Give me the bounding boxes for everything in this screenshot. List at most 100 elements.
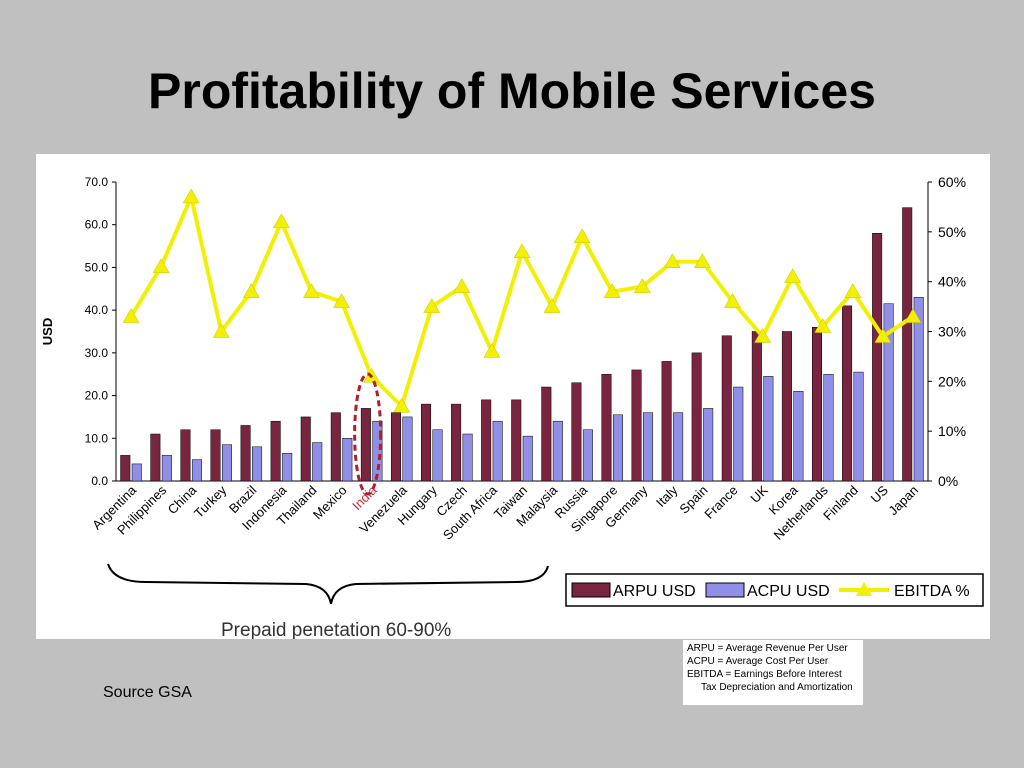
ebitda-point bbox=[182, 188, 200, 204]
ebitda-point bbox=[784, 268, 802, 283]
ebitda-line bbox=[129, 194, 915, 409]
bar-arpu bbox=[210, 429, 221, 482]
y-tick-label-left: 10.0 bbox=[85, 431, 109, 445]
ebitda-point bbox=[633, 278, 651, 293]
bar-acpu bbox=[282, 452, 293, 482]
bar-acpu bbox=[853, 371, 864, 482]
glossary-line-arpu: ARPU = Average Revenue Per User bbox=[687, 643, 848, 654]
legend-label-ebitda: EBITDA % bbox=[894, 583, 970, 600]
bar-arpu bbox=[150, 433, 161, 482]
bar-arpu bbox=[811, 326, 822, 482]
bar-acpu bbox=[763, 376, 774, 482]
slide-title: Profitability of Mobile Services bbox=[148, 63, 876, 119]
ebitda-point bbox=[212, 322, 230, 338]
ebitda-point bbox=[603, 283, 621, 298]
bar-arpu bbox=[451, 403, 462, 482]
ebitda-point bbox=[423, 298, 441, 313]
ebitda-point bbox=[513, 243, 531, 259]
y-tick-label-right: 30% bbox=[938, 324, 966, 340]
legend-label-arpu: ARPU USD bbox=[613, 583, 696, 600]
ebitda-point bbox=[814, 318, 832, 333]
bar-acpu bbox=[673, 412, 684, 482]
bar-arpu bbox=[781, 331, 792, 482]
glossary-line-ebitda-cont: Tax Depreciation and Amortization bbox=[701, 682, 853, 693]
x-tick-label: UK bbox=[747, 482, 771, 506]
bar-acpu bbox=[492, 420, 503, 482]
x-tick-label: France bbox=[701, 483, 740, 522]
x-tick-label: Japan bbox=[885, 483, 921, 519]
ebitda-point bbox=[724, 293, 741, 308]
bar-arpu bbox=[240, 425, 251, 482]
bar-acpu bbox=[612, 414, 623, 482]
y-tick-label-right: 20% bbox=[938, 373, 966, 389]
y-tick-label-right: 40% bbox=[938, 274, 966, 290]
source-note: Source GSA bbox=[103, 684, 192, 701]
legend-swatch-arpu bbox=[571, 582, 611, 598]
y-tick-label-left: 20.0 bbox=[85, 389, 109, 403]
highlight-ellipse bbox=[353, 372, 383, 496]
ebitda-point bbox=[272, 213, 290, 229]
bar-acpu bbox=[522, 435, 533, 482]
y-tick-label-right: 50% bbox=[938, 224, 966, 240]
ebitda-point bbox=[543, 298, 561, 313]
ebitda-point bbox=[152, 258, 170, 273]
bar-arpu bbox=[270, 420, 281, 482]
bar-acpu bbox=[252, 446, 263, 482]
ebitda-point bbox=[393, 397, 411, 413]
ebitda-point bbox=[874, 327, 892, 343]
bar-acpu bbox=[913, 297, 924, 482]
bar-acpu bbox=[643, 412, 654, 482]
bar-arpu bbox=[601, 373, 612, 482]
ebitda-point bbox=[303, 283, 320, 298]
x-tick-label: US bbox=[868, 482, 892, 506]
y-tick-label-left: 60.0 bbox=[85, 218, 109, 232]
bar-arpu bbox=[360, 408, 371, 482]
legend-swatch-ebitda-marker bbox=[856, 582, 872, 596]
ebitda-point bbox=[483, 342, 501, 358]
bar-acpu bbox=[222, 444, 233, 482]
bar-acpu bbox=[883, 303, 894, 482]
bar-acpu bbox=[703, 408, 714, 482]
y-tick-label-right: 60% bbox=[938, 174, 966, 190]
bar-arpu bbox=[661, 361, 672, 482]
profitability-chart: 0.0 10.0 20.0 30.0 40.0 50.0 60.0 70.0 0% 10% 20% 3… bbox=[40, 174, 984, 639]
bar-acpu bbox=[161, 455, 172, 482]
x-tick-label: Turkey bbox=[191, 482, 230, 521]
ebitda-point bbox=[663, 253, 681, 268]
ebitda-point bbox=[844, 283, 862, 298]
y-tick-label-right: 0% bbox=[938, 473, 958, 489]
bar-acpu bbox=[582, 429, 593, 482]
ebitda-point bbox=[333, 293, 350, 308]
bar-acpu bbox=[823, 373, 834, 482]
bar-arpu bbox=[631, 369, 642, 482]
bar-arpu bbox=[751, 331, 762, 482]
chart-panel: 0.0 10.0 20.0 30.0 40.0 50.0 60.0 70.0 0% 10% 20% 3… bbox=[36, 154, 990, 639]
bar-arpu bbox=[691, 352, 702, 482]
bar-arpu bbox=[180, 429, 191, 482]
prepaid-brace bbox=[107, 563, 549, 605]
prepaid-annotation: Prepaid penetation 60-90% bbox=[221, 620, 451, 639]
legend-box bbox=[565, 573, 984, 607]
bar-arpu bbox=[842, 305, 853, 482]
ebitda-point bbox=[122, 308, 140, 323]
ebitda-point bbox=[694, 253, 711, 268]
bar-arpu bbox=[721, 335, 732, 482]
bar-acpu bbox=[432, 429, 443, 482]
bar-acpu bbox=[342, 438, 353, 482]
bar-arpu bbox=[300, 416, 311, 482]
y-tick-label-right: 10% bbox=[938, 423, 966, 439]
bar-acpu bbox=[733, 386, 744, 482]
legend-swatch-acpu bbox=[705, 582, 745, 598]
bar-acpu bbox=[312, 442, 323, 482]
ebitda-point bbox=[453, 278, 471, 293]
bar-arpu bbox=[390, 412, 401, 482]
bar-acpu bbox=[402, 416, 413, 482]
bar-arpu bbox=[902, 207, 913, 482]
bar-arpu bbox=[872, 233, 883, 482]
y-tick-label-left: 30.0 bbox=[85, 346, 109, 360]
bar-arpu bbox=[571, 382, 582, 482]
bar-acpu bbox=[372, 420, 383, 482]
bar-acpu bbox=[462, 433, 473, 482]
bar-acpu bbox=[552, 420, 563, 482]
bar-acpu bbox=[131, 463, 142, 482]
